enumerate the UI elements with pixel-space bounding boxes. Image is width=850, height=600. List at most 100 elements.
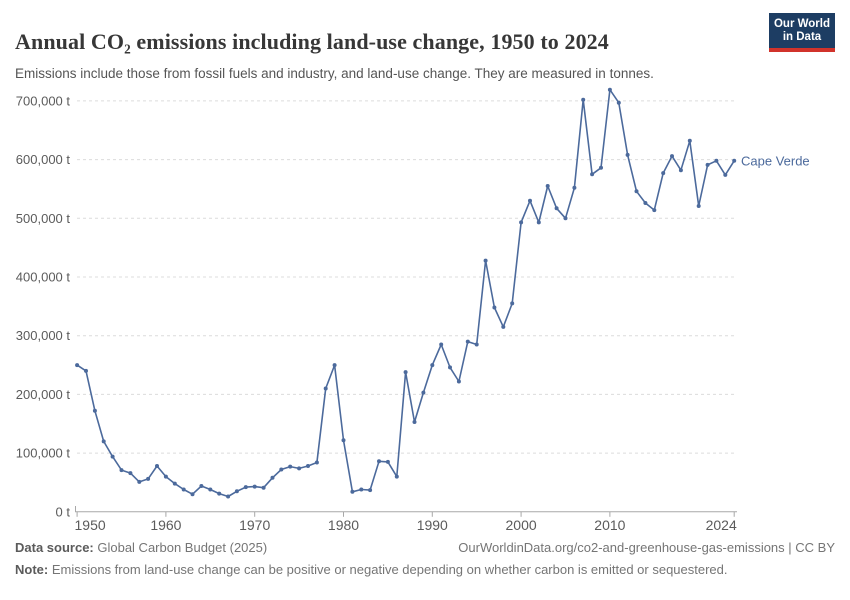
x-axis-tick-label: 1970 xyxy=(239,517,270,533)
data-point xyxy=(519,220,524,225)
data-point xyxy=(465,339,470,344)
data-source-text: Data source: Global Carbon Budget (2025) xyxy=(15,540,267,555)
note-label: Note: xyxy=(15,562,49,577)
x-axis-tick-label: 2000 xyxy=(506,517,537,533)
data-point xyxy=(385,459,390,464)
data-point xyxy=(732,158,737,163)
data-point xyxy=(110,454,115,459)
data-point xyxy=(687,138,692,143)
license-link[interactable]: OurWorldinData.org/co2-and-greenhouse-ga… xyxy=(458,540,835,555)
y-axis-tick-label: 100,000 t xyxy=(16,446,71,461)
data-point xyxy=(217,491,222,496)
data-point xyxy=(288,464,293,469)
data-point xyxy=(92,408,97,413)
y-axis-tick-label: 200,000 t xyxy=(16,387,71,402)
data-point xyxy=(421,390,426,395)
data-point xyxy=(377,459,381,464)
y-axis-tick-label: 600,000 t xyxy=(16,152,71,167)
y-axis-tick-label: 300,000 t xyxy=(16,328,71,343)
data-point xyxy=(137,479,142,484)
data-point xyxy=(599,165,603,170)
data-point xyxy=(146,476,151,481)
data-point xyxy=(590,172,595,177)
data-point xyxy=(306,464,310,468)
chart-subtitle: Emissions include those from fossil fuel… xyxy=(15,65,654,81)
data-source-label: Data source: xyxy=(15,540,94,555)
data-point xyxy=(323,386,328,391)
data-point xyxy=(270,475,275,480)
data-point xyxy=(84,368,88,373)
data-point xyxy=(528,198,532,203)
data-point xyxy=(616,100,621,105)
data-point xyxy=(714,158,719,163)
data-point xyxy=(696,204,701,208)
data-point xyxy=(474,342,479,347)
data-point xyxy=(705,162,710,167)
data-point xyxy=(661,171,666,176)
data-point xyxy=(510,301,515,306)
page-title: Annual CO₂ emissions including land-use … xyxy=(15,28,609,54)
data-point xyxy=(492,305,497,310)
y-axis-tick-label: 400,000 t xyxy=(16,270,71,285)
data-point xyxy=(332,363,337,368)
data-point xyxy=(243,485,248,490)
data-point xyxy=(181,487,186,492)
series-end-label: Cape Verde xyxy=(741,153,810,168)
data-point xyxy=(75,363,80,368)
owid-logo[interactable]: Our World in Data xyxy=(769,13,835,52)
data-point xyxy=(678,168,683,173)
data-point xyxy=(554,206,559,211)
data-point xyxy=(634,189,639,194)
data-point xyxy=(128,471,133,476)
data-point xyxy=(501,324,506,329)
y-axis-tick-label: 700,000 t xyxy=(16,93,71,108)
data-point xyxy=(430,363,435,368)
data-point xyxy=(234,489,239,494)
data-point xyxy=(536,220,541,225)
data-point xyxy=(625,152,630,157)
data-point xyxy=(119,468,124,473)
data-point xyxy=(208,487,213,492)
data-point xyxy=(252,484,257,489)
data-point xyxy=(572,185,577,190)
data-point xyxy=(652,208,657,213)
data-point xyxy=(643,201,648,205)
x-axis-tick-label: 1980 xyxy=(328,517,359,533)
data-point xyxy=(483,258,488,263)
data-point xyxy=(394,474,399,479)
data-point xyxy=(314,460,319,465)
data-point xyxy=(163,474,168,479)
owid-logo-line2: in Data xyxy=(782,30,822,43)
data-point xyxy=(439,342,444,347)
data-point xyxy=(448,365,452,370)
data-point xyxy=(226,494,231,499)
data-point xyxy=(412,420,417,424)
y-axis-tick-label: 500,000 t xyxy=(16,211,71,226)
y-axis-tick-label: 0 t xyxy=(56,504,71,519)
data-point xyxy=(359,487,364,492)
x-axis-tick-label: 1990 xyxy=(417,517,448,533)
x-axis-tick-label: 1950 xyxy=(75,517,106,533)
data-point xyxy=(403,370,408,375)
data-point xyxy=(545,184,550,188)
owid-logo-line1: Our World xyxy=(773,17,830,30)
data-point xyxy=(581,97,586,102)
data-point xyxy=(155,464,159,468)
data-point xyxy=(723,172,728,177)
data-point xyxy=(563,216,568,221)
data-point xyxy=(670,154,674,159)
data-point xyxy=(297,466,302,471)
data-point xyxy=(607,87,612,92)
line-series-cape-verde xyxy=(76,88,736,498)
x-axis-tick-label: 2024 xyxy=(706,517,737,533)
data-point xyxy=(279,467,284,472)
data-point xyxy=(350,489,355,494)
data-point xyxy=(172,481,177,486)
x-axis-tick-label: 2010 xyxy=(594,517,625,533)
data-point xyxy=(190,492,195,497)
data-point xyxy=(368,488,373,493)
chart-footer: Data source: Global Carbon Budget (2025)… xyxy=(15,540,835,577)
data-point xyxy=(456,379,461,384)
data-point xyxy=(261,485,266,490)
